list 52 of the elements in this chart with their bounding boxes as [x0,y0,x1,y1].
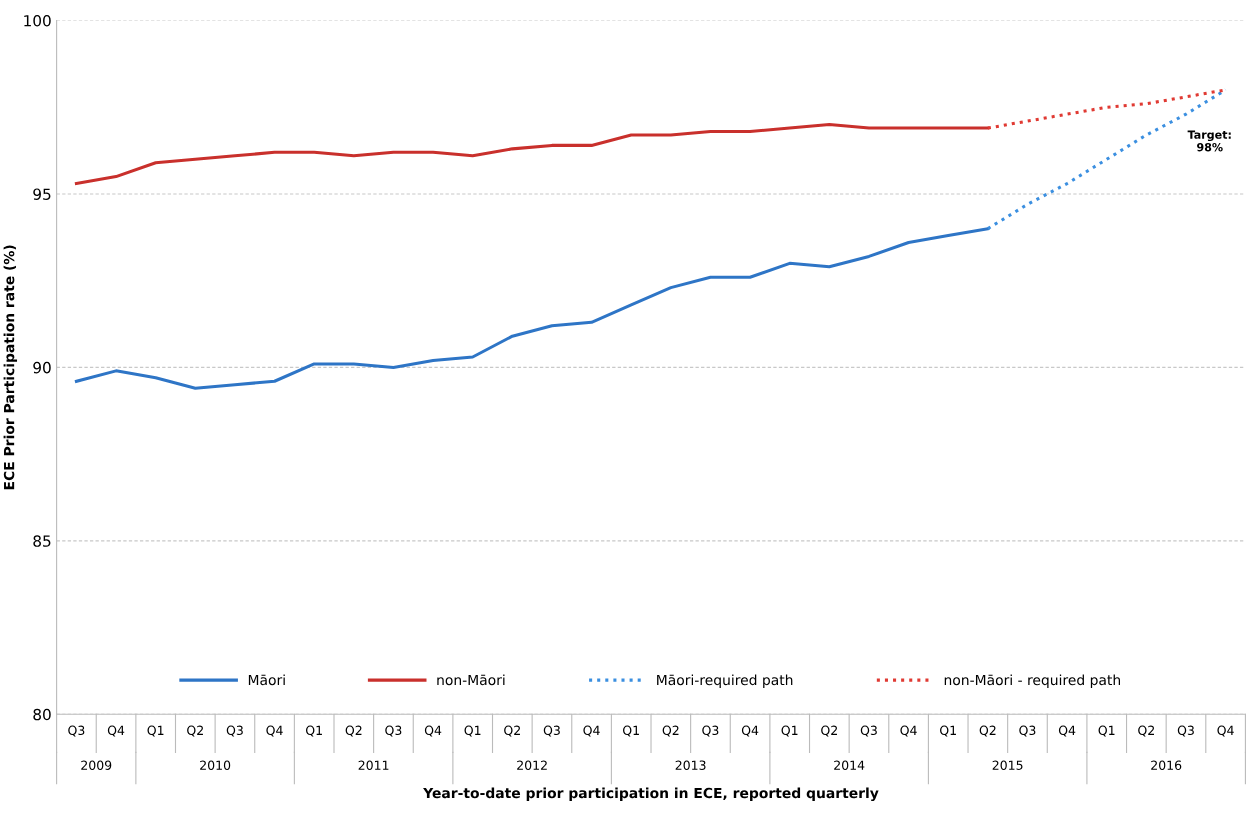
y-tick-label: 80 [33,708,51,721]
x-tick-label: Q2 [504,725,520,737]
text: 2015 [992,760,1023,770]
x-tick-label: Q2 [187,725,203,737]
x-tick-label: Q3 [385,725,402,737]
x-tick-label: Q1 [464,725,481,737]
annotation: Target: 98% [1187,130,1231,152]
text: 2010 [200,760,231,770]
y-tick-label: 85 [33,535,51,547]
x-tick-label: Q2 [662,725,679,737]
x-tick-label: Q3 [543,725,560,737]
line-series [74,227,990,390]
text: 2016 [1151,760,1182,770]
x-tick-label: Q4 [1217,725,1234,737]
x-tick-label: Q1 [147,725,164,737]
text: 2014 [834,760,865,770]
x-tick-label: Q4 [741,725,759,737]
x-tick-label: Q1 [940,725,956,737]
x-tick-label: Q4 [424,725,442,737]
x-tick-label: Q3 [702,725,719,737]
y-tick-label: 100 [24,14,51,27]
x-tick-label: Q1 [781,725,798,737]
x-tick-label: Q1 [305,725,322,737]
text: 2009 [81,760,112,770]
legend-label: Māori [248,674,285,686]
y-axis-title: ECE Prior Participation rate (%) [3,245,18,490]
x-axis-title: Year-to-date prior participation in ECE, reported quarterly [423,787,879,802]
x-tick-label: Q2 [345,725,362,737]
x-tick-label: Q3 [226,725,243,737]
y-tick-label: 90 [33,361,51,374]
x-tick-label: Q3 [68,725,85,737]
x-tick-label: Q3 [1019,725,1036,737]
x-tick-label: Q2 [821,725,837,737]
text: 2013 [675,760,706,770]
x-tick-label: Q2 [979,725,996,737]
text: 2011 [358,760,389,770]
x-tick-label: Q2 [1138,725,1154,737]
y-tick-label: 95 [33,188,51,200]
legend-label: non-Māori - required path [944,674,1120,688]
x-tick-label: Q3 [1177,725,1194,737]
x-tick-label: Q4 [107,725,125,737]
x-tick-label: Q1 [1098,725,1115,737]
x-tick-label: Q4 [1058,725,1076,737]
legend-label: Māori-required path [657,674,793,688]
text: 2012 [517,760,547,770]
line-series [74,123,990,186]
x-tick-label: Q4 [266,725,283,737]
x-tick-label: Q4 [583,725,600,737]
x-tick-label: Q1 [623,725,639,737]
x-tick-label: Q3 [860,725,877,737]
legend-label: non-Māori [437,674,505,686]
x-tick-label: Q4 [900,725,917,737]
